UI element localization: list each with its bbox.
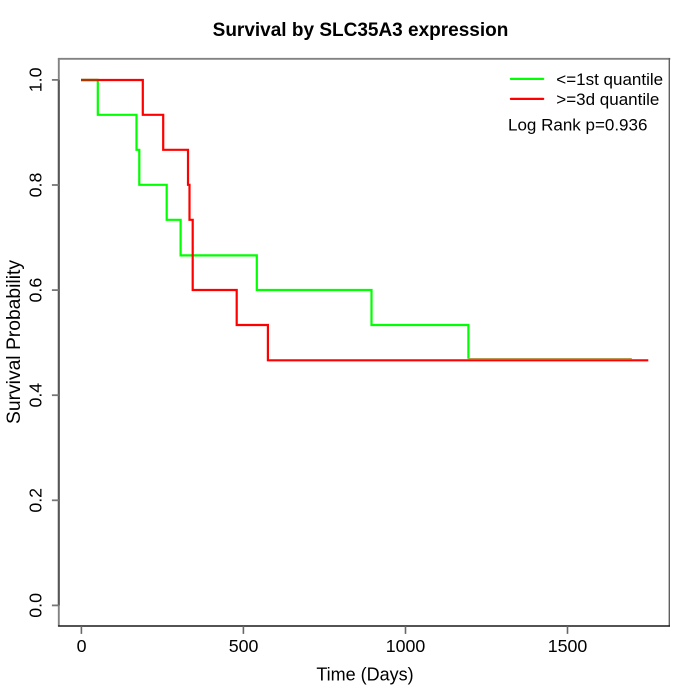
svg-text:0: 0: [77, 636, 87, 656]
svg-text:0.6: 0.6: [26, 278, 46, 303]
svg-text:Time (Days): Time (Days): [316, 664, 413, 684]
svg-text:0.4: 0.4: [26, 383, 46, 408]
svg-text:1500: 1500: [548, 636, 588, 656]
svg-text:>=3d quantile: >=3d quantile: [556, 90, 659, 109]
svg-text:1000: 1000: [386, 636, 426, 656]
svg-text:Log Rank p=0.936: Log Rank p=0.936: [508, 115, 647, 134]
svg-text:0.2: 0.2: [26, 488, 46, 513]
svg-text:0.8: 0.8: [26, 173, 46, 198]
svg-text:<=1st quantile: <=1st quantile: [556, 70, 663, 89]
svg-text:500: 500: [229, 636, 259, 656]
svg-text:0.0: 0.0: [26, 593, 46, 618]
svg-text:1.0: 1.0: [26, 67, 46, 92]
svg-text:Survival Probability: Survival Probability: [4, 260, 25, 424]
svg-text:Survival by SLC35A3 expression: Survival by SLC35A3 expression: [213, 20, 509, 41]
